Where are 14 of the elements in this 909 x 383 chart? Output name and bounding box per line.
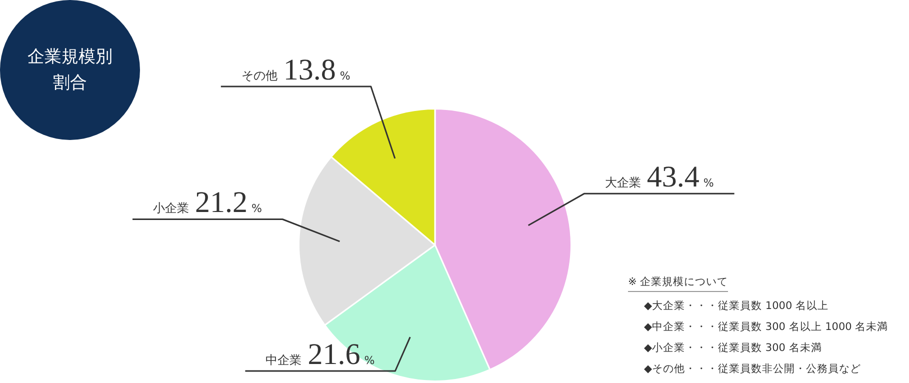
data-label: 21.2% [195, 186, 262, 220]
slice-label: 小企業 [153, 201, 190, 216]
data-label: 43.4% [646, 160, 714, 194]
text: ◆その他・・・従業員数非公開・公務員など [643, 362, 862, 377]
text: ◆大企業・・・従業員数 1000 名以上 [643, 299, 830, 314]
chart-title: 企業規模別割合 [0, 0, 140, 140]
text: ◆中企業・・・従業員数 300 名以上 1000 名未満 [643, 320, 888, 335]
text: ◆小企業・・・従業員数 300 名未満 [643, 341, 823, 356]
slice-label: その他 [241, 68, 278, 83]
data-label: 21.6% [308, 338, 375, 371]
slice-label: 中企業 [266, 353, 302, 367]
slice-label: 大企業 [604, 176, 641, 190]
data-label: 13.8% [283, 54, 350, 87]
text: ※ 企業規模について [628, 274, 728, 292]
